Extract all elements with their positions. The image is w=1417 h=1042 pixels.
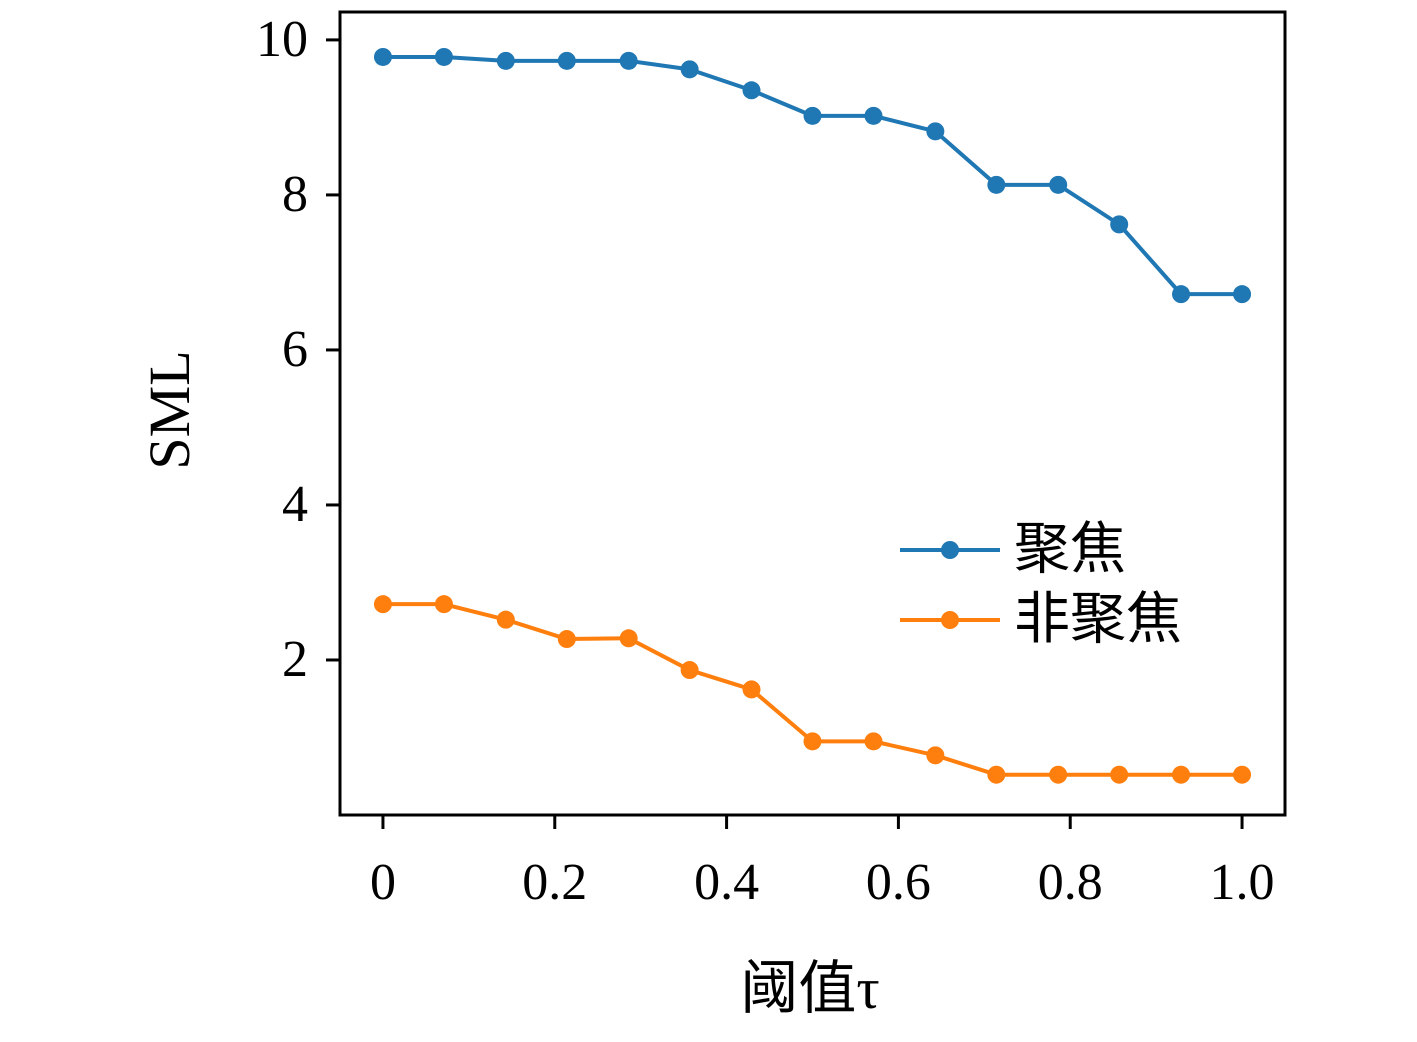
- data-point-marker: [373, 47, 392, 66]
- data-point-marker: [680, 60, 699, 79]
- data-point-marker: [1049, 175, 1068, 194]
- data-point-marker: [496, 610, 515, 629]
- data-point-marker: [987, 175, 1006, 194]
- data-point-marker: [496, 51, 515, 70]
- y-tick-label: 4: [282, 475, 308, 533]
- data-point-marker: [1172, 765, 1191, 784]
- legend-label-unfocused: 非聚焦: [1014, 589, 1182, 651]
- data-point-marker: [619, 51, 638, 70]
- legend-marker-focused-icon: [900, 541, 1000, 559]
- legend-item-focused: 聚焦: [900, 522, 1182, 578]
- data-point-marker: [680, 661, 699, 680]
- data-point-marker: [803, 732, 822, 751]
- y-tick-label: 10: [256, 10, 308, 68]
- x-tick-label: 0.6: [865, 854, 931, 911]
- data-point-marker: [557, 630, 576, 649]
- y-axis-label: SML: [137, 350, 202, 470]
- legend-item-unfocused: 非聚焦: [900, 592, 1182, 648]
- data-point-marker: [1049, 765, 1068, 784]
- y-tick-label: 2: [282, 630, 308, 688]
- data-point-marker: [1110, 765, 1129, 784]
- data-point-marker: [557, 51, 576, 70]
- data-point-marker: [434, 595, 453, 614]
- data-point-marker: [1172, 285, 1191, 304]
- x-tick-label: 0.8: [1037, 854, 1103, 911]
- legend-marker-unfocused-icon: [900, 611, 1000, 629]
- data-point-marker: [926, 746, 945, 765]
- data-point-marker: [803, 106, 822, 125]
- data-point-marker: [1233, 285, 1252, 304]
- legend: 聚焦 非聚焦: [900, 522, 1182, 648]
- x-axis-label: 阈值τ: [740, 956, 880, 1021]
- data-point-marker: [742, 81, 761, 100]
- data-point-marker: [373, 595, 392, 614]
- data-point-marker: [434, 47, 453, 66]
- data-point-marker: [1233, 765, 1252, 784]
- data-point-marker: [987, 765, 1006, 784]
- data-point-marker: [926, 122, 945, 141]
- x-tick-label: 0.2: [522, 854, 588, 911]
- data-point-marker: [864, 732, 883, 751]
- data-point-marker: [864, 106, 883, 125]
- x-tick-label: 1.0: [1209, 854, 1275, 911]
- series-line-0: [382, 54, 1243, 297]
- x-tick-label: 0: [369, 854, 396, 911]
- y-tick-label: 8: [282, 165, 308, 223]
- x-tick-label: 0.4: [694, 854, 760, 911]
- axes-frame: [338, 10, 1287, 817]
- y-tick-label: 6: [282, 320, 308, 378]
- data-point-marker: [742, 680, 761, 699]
- data-point-marker: [619, 629, 638, 648]
- data-point-marker: [1110, 215, 1129, 234]
- legend-label-focused: 聚焦: [1014, 519, 1126, 581]
